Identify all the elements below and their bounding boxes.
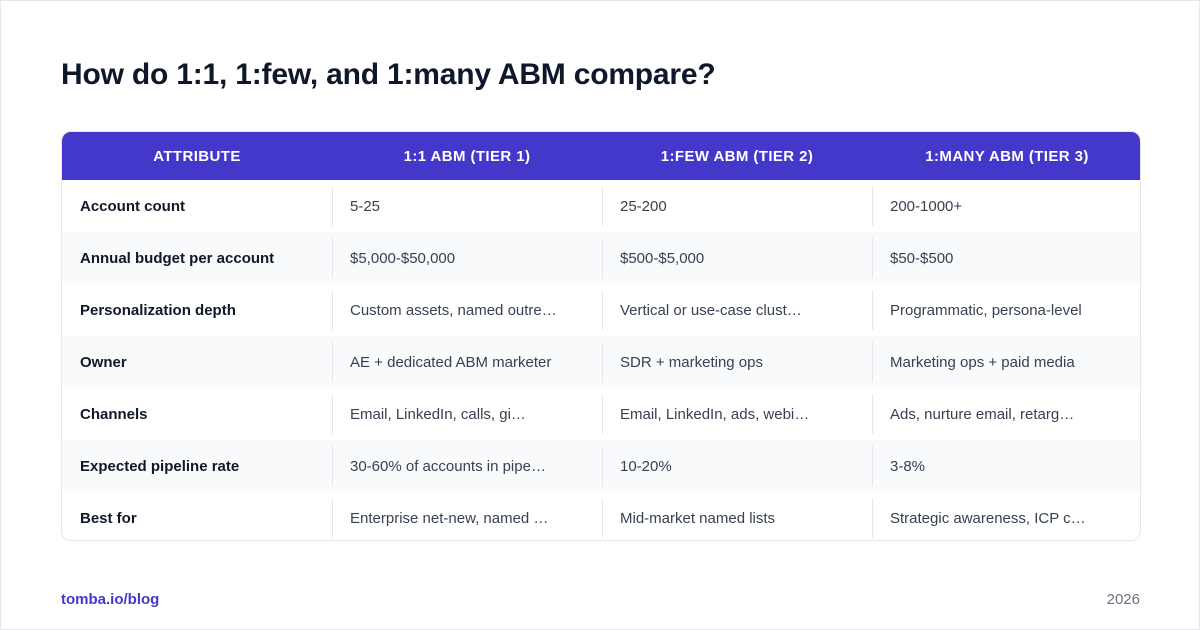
cell-tier-1: Enterprise net-new, named … [332,492,602,540]
cell-text: Marketing ops + paid media [890,353,1075,371]
comparison-table-card: Attribute 1:1 ABM (Tier 1) 1:few ABM (Ti… [61,131,1141,541]
cell-text: Mid-market named lists [620,509,776,527]
cell-text: Email, LinkedIn, calls, gi… [350,405,526,423]
table-header: Attribute 1:1 ABM (Tier 1) 1:few ABM (Ti… [62,132,1140,180]
cell-text: Vertical or use-case clust… [620,301,802,319]
cell-tier-2: 10-20% [602,440,872,492]
cell-text: Owner [80,353,127,371]
column-header-attribute: Attribute [153,147,241,165]
row-attribute-label: Best for [62,492,332,540]
cell-tier-1: Email, LinkedIn, calls, gi… [332,388,602,440]
column-header-tier-1: 1:1 ABM (Tier 1) [403,147,531,165]
cell-tier-2: Vertical or use-case clust… [602,284,872,336]
blog-link[interactable]: tomba.io/blog [61,591,160,608]
row-attribute-label: Personalization depth [62,284,332,336]
table-row: Annual budget per account $5,000-$50,000… [62,232,1140,284]
column-header-tier-3: 1:many ABM (Tier 3) [925,147,1089,165]
row-attribute-label: Expected pipeline rate [62,440,332,492]
cell-text: Ads, nurture email, retarg… [890,405,1075,423]
cell-tier-3: 200-1000+ [872,180,1140,232]
cell-tier-2: SDR + marketing ops [602,336,872,388]
cell-tier-3: $50-$500 [872,232,1140,284]
cell-text: Enterprise net-new, named … [350,509,549,527]
cell-text: $500-$5,000 [620,249,705,267]
table-row: Expected pipeline rate 30-60% of account… [62,440,1140,492]
table-row: Channels Email, LinkedIn, calls, gi… Ema… [62,388,1140,440]
column-header-tier-2: 1:few ABM (Tier 2) [660,147,814,165]
cell-tier-2: $500-$5,000 [602,232,872,284]
table-header-row: Attribute 1:1 ABM (Tier 1) 1:few ABM (Ti… [62,132,1140,180]
cell-tier-3: Ads, nurture email, retarg… [872,388,1140,440]
cell-tier-2: Email, LinkedIn, ads, webi… [602,388,872,440]
cell-tier-2: 25-200 [602,180,872,232]
page-title: How do 1:1, 1:few, and 1:many ABM compar… [61,58,716,91]
cell-tier-1: 5-25 [332,180,602,232]
cell-text: Programmatic, persona-level [890,301,1082,319]
cell-text: 5-25 [350,197,381,215]
cell-text: 25-200 [620,197,667,215]
cell-text: Channels [80,405,148,423]
cell-tier-1: $5,000-$50,000 [332,232,602,284]
cell-tier-3: Strategic awareness, ICP c… [872,492,1140,540]
row-attribute-label: Annual budget per account [62,232,332,284]
cell-tier-1: 30-60% of accounts in pipe… [332,440,602,492]
cell-tier-3: Marketing ops + paid media [872,336,1140,388]
cell-text: $50-$500 [890,249,954,267]
cell-tier-1: AE + dedicated ABM marketer [332,336,602,388]
cell-text: Email, LinkedIn, ads, webi… [620,405,810,423]
cell-tier-3: 3-8% [872,440,1140,492]
cell-text: 30-60% of accounts in pipe… [350,457,546,475]
row-attribute-label: Account count [62,180,332,232]
row-attribute-label: Owner [62,336,332,388]
cell-text: 200-1000+ [890,197,963,215]
cell-text: Custom assets, named outre… [350,301,557,319]
cell-text: Account count [80,197,185,215]
cell-tier-3: Programmatic, persona-level [872,284,1140,336]
cell-text: AE + dedicated ABM marketer [350,353,552,371]
cell-text: 3-8% [890,457,926,475]
row-attribute-label: Channels [62,388,332,440]
cell-text: SDR + marketing ops [620,353,763,371]
table-row: Best for Enterprise net-new, named … Mid… [62,492,1140,540]
table-row: Owner AE + dedicated ABM marketer SDR + … [62,336,1140,388]
cell-text: Strategic awareness, ICP c… [890,509,1086,527]
cell-tier-2: Mid-market named lists [602,492,872,540]
cell-text: Expected pipeline rate [80,457,240,475]
cell-text: 10-20% [620,457,672,475]
table-row: Personalization depth Custom assets, nam… [62,284,1140,336]
cell-text: $5,000-$50,000 [350,249,456,267]
cell-text: Annual budget per account [80,249,275,267]
footer-year: 2026 [1106,591,1140,608]
table-body: Account count 5-25 25-200 200-1000+ Annu… [62,180,1140,540]
cell-tier-1: Custom assets, named outre… [332,284,602,336]
cell-text: Personalization depth [80,301,236,319]
table-row: Account count 5-25 25-200 200-1000+ [62,180,1140,232]
comparison-table: Attribute 1:1 ABM (Tier 1) 1:few ABM (Ti… [62,132,1140,540]
cell-text: Best for [80,509,137,527]
